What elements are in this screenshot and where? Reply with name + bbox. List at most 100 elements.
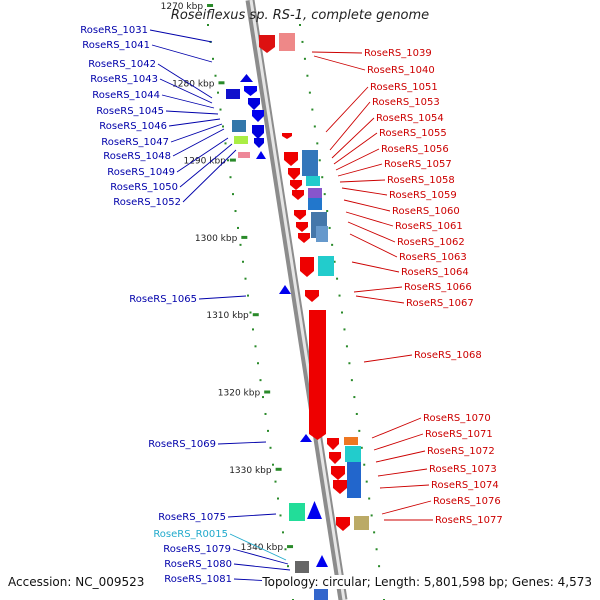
reverse-gene-block: [354, 516, 369, 530]
forward-dotted-track: [274, 480, 277, 483]
reverse-leader-line: [329, 101, 371, 151]
scale-tick-label: 1330 kbp: [229, 466, 272, 476]
reverse-gene-label: RoseRS_1058: [387, 175, 455, 186]
reverse-gene-block: [308, 188, 322, 198]
forward-gene-label: RoseRS_1080: [164, 559, 232, 570]
forward-dotted-track: [264, 412, 267, 415]
forward-gene-label: RoseRS_1048: [103, 151, 171, 162]
reverse-gene-block: [284, 152, 298, 166]
reverse-dotted-track: [336, 277, 339, 280]
reverse-gene-label: RoseRS_1060: [392, 206, 460, 217]
forward-dotted-track: [257, 362, 259, 365]
reverse-gene-block: [294, 210, 306, 220]
reverse-gene-block: [259, 35, 275, 53]
forward-dotted-track: [279, 514, 282, 517]
forward-leader-line: [170, 123, 223, 143]
reverse-gene-label: RoseRS_1053: [372, 97, 440, 108]
forward-dotted-track: [244, 277, 247, 280]
reverse-gene-block: [308, 198, 322, 210]
accession-text: Accession: NC_009523: [8, 575, 145, 589]
reverse-gene-label: RoseRS_1061: [395, 221, 463, 232]
reverse-gene-block: [333, 480, 347, 494]
forward-dotted-track: [219, 108, 222, 111]
forward-gene-block: [295, 561, 309, 573]
reverse-gene-block: [336, 517, 350, 531]
forward-dotted-track: [249, 311, 252, 314]
reverse-dotted-track: [360, 446, 363, 449]
forward-gene-block: [232, 120, 246, 132]
reverse-dotted-track: [316, 142, 319, 145]
forward-gene-label: RoseRS_1075: [158, 512, 226, 523]
forward-leader-line: [165, 110, 219, 115]
reverse-dotted-track: [326, 210, 329, 213]
forward-dotted-track: [277, 497, 279, 500]
forward-gene-block: [240, 74, 253, 82]
forward-gene-block: [234, 136, 248, 144]
reverse-leader-line: [337, 163, 383, 177]
forward-leader-line: [157, 63, 213, 99]
reverse-dotted-track: [368, 497, 371, 500]
reverse-gene-block: [288, 168, 300, 180]
reverse-dotted-track: [348, 362, 351, 365]
reverse-gene-label: RoseRS_1076: [433, 496, 501, 507]
forward-gene-block: [279, 285, 291, 294]
reverse-dotted-track: [375, 548, 378, 551]
reverse-leader-line: [335, 148, 380, 171]
reverse-gene-label: RoseRS_1051: [370, 82, 438, 93]
forward-dotted-track: [212, 57, 214, 60]
forward-gene-block: [252, 125, 264, 139]
reverse-leader-line: [373, 433, 424, 451]
scale-tick-label: 1290 kbp: [183, 157, 226, 167]
reverse-leader-line: [331, 117, 375, 159]
reverse-leader-line: [313, 55, 366, 71]
reverse-leader-line: [349, 233, 398, 258]
scale-tick-label: 1310 kbp: [206, 311, 249, 321]
forward-gene-label: RoseRS_1041: [82, 40, 150, 51]
reverse-leader-line: [355, 295, 405, 304]
reverse-dotted-track: [343, 328, 346, 331]
reverse-dotted-track: [341, 311, 343, 314]
forward-leader-line: [217, 441, 267, 445]
reverse-gene-label: RoseRS_1062: [397, 237, 465, 248]
reverse-dotted-track: [353, 396, 356, 399]
reverse-gene-block: [345, 446, 361, 462]
reverse-gene-block: [344, 437, 358, 445]
reverse-dotted-track: [299, 24, 301, 26]
forward-leader-line: [161, 94, 215, 109]
reverse-dotted-track: [303, 57, 306, 60]
reverse-dotted-track: [370, 514, 373, 517]
reverse-dotted-track: [345, 345, 348, 348]
reverse-leader-line: [339, 179, 386, 183]
reverse-dotted-track: [355, 412, 358, 415]
forward-dotted-track: [229, 176, 232, 179]
forward-dotted-track: [259, 379, 262, 382]
forward-dotted-track: [284, 548, 287, 551]
forward-dotted-track: [239, 243, 242, 246]
genome-summary-text: Topology: circular; Length: 5,801,598 bp…: [262, 575, 592, 589]
scale-tick-mark: [275, 467, 282, 471]
forward-leader-line: [172, 128, 225, 157]
forward-gene-block: [289, 503, 305, 521]
forward-dotted-track: [214, 74, 217, 77]
reverse-gene-label: RoseRS_1057: [384, 159, 452, 170]
reverse-gene-label: RoseRS_1063: [399, 252, 467, 263]
forward-dotted-track: [227, 159, 229, 162]
forward-gene-label: RoseRS_R0015: [153, 529, 228, 540]
reverse-dotted-track: [378, 565, 381, 568]
reverse-leader-line: [375, 450, 426, 463]
reverse-gene-block: [347, 462, 361, 498]
scale-tick-mark: [241, 235, 248, 239]
reverse-gene-block: [316, 226, 328, 242]
forward-dotted-track: [252, 328, 254, 331]
reverse-gene-label: RoseRS_1056: [381, 144, 449, 155]
reverse-gene-label: RoseRS_1059: [389, 190, 457, 201]
reverse-gene-label: RoseRS_1066: [404, 282, 472, 293]
forward-leader-line: [179, 143, 233, 188]
reverse-gene-label: RoseRS_1040: [367, 65, 435, 76]
forward-dotted-track: [224, 142, 227, 145]
forward-gene-label: RoseRS_1065: [129, 294, 197, 305]
reverse-gene-label: RoseRS_1055: [379, 128, 447, 139]
reverse-dotted-track: [365, 480, 368, 483]
reverse-gene-label: RoseRS_1064: [401, 267, 469, 278]
